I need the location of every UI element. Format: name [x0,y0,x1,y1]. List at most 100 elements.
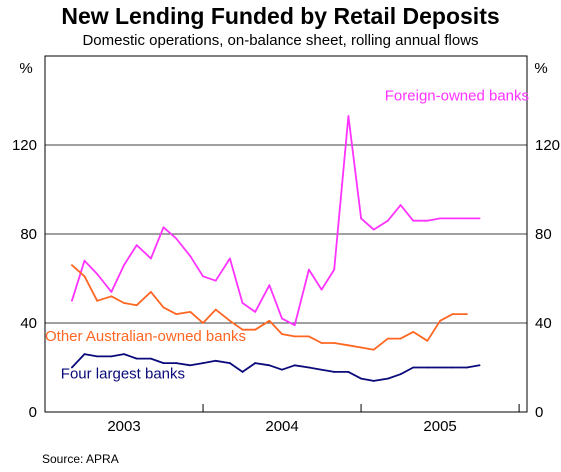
data-point [214,279,217,282]
data-point [439,217,441,220]
data-point [241,328,244,331]
data-point [347,344,350,347]
data-point [149,290,152,293]
data-point [83,259,86,262]
data-point [83,275,86,278]
data-point [70,299,73,302]
data-point [123,353,125,356]
data-point [123,302,125,304]
data-point [478,217,481,220]
data-point [399,204,402,206]
data-point [372,228,375,231]
data-point [268,319,271,322]
gridlines [45,144,527,324]
series-line [71,115,480,327]
data-point [439,366,441,369]
data-point [214,308,217,311]
data-point [387,337,389,340]
data-point [202,275,204,278]
data-point [254,310,257,313]
data-point [175,362,178,364]
data-point [189,255,192,258]
data-point [83,353,86,356]
data-point [360,217,362,220]
data-point [175,237,178,240]
data-point [372,379,375,382]
data-point [360,377,362,380]
data-point [451,366,454,369]
data-point [426,366,429,369]
y-tick-label-left: 0 [29,404,37,421]
axis-labels: 0 0 40 40 80 80 120 120 2003 2004 2005 [12,137,560,435]
data-point [110,295,113,298]
data-point [96,273,99,275]
y-tick-label-left: 80 [20,226,37,243]
data-point [412,219,415,222]
series-label: Other Australian-owned banks [45,328,246,345]
data-point [466,366,468,369]
data-point [202,322,204,324]
series-label: Foreign-owned banks [385,88,529,105]
data-point [439,319,441,322]
data-point [360,346,362,349]
data-point [387,377,389,380]
data-point [228,362,231,364]
y-axis-unit-left: % [19,60,32,77]
data-point [189,364,192,367]
data-point [466,217,468,220]
data-point [281,368,283,371]
data-point [162,306,165,309]
data-point [228,257,231,260]
y-tick-label-left: 40 [20,315,37,332]
data-point [202,362,204,364]
x-tick-label: 2005 [423,418,456,435]
y-tick-label-left: 120 [12,137,37,154]
data-point [333,371,336,373]
data-point [70,264,73,267]
data-point [110,290,113,293]
data-point [149,357,152,360]
data-point [241,302,244,304]
plot-frame [44,55,528,413]
data-point [135,244,138,247]
data-point [308,335,310,338]
data-point [308,268,310,271]
data-point [254,362,257,364]
data-point [478,364,481,367]
data-point [293,364,296,367]
data-point [320,368,323,371]
data-point [96,355,99,358]
series-lines [70,115,481,382]
data-point [241,371,244,373]
tick-marks [44,404,520,412]
y-tick-label-right: 80 [535,226,552,243]
data-point [466,313,468,315]
data-point [387,219,389,222]
series-labels: Foreign-owned banks Other Australian-owne… [45,88,529,383]
data-point [254,328,257,331]
data-point [399,373,402,376]
y-tick-label-right: 40 [535,315,552,332]
data-point [426,219,429,222]
data-point [281,317,283,320]
data-point [189,310,192,313]
data-point [162,362,165,364]
data-point [96,299,99,302]
source-note: Source: APRA [42,452,119,466]
data-point [333,342,336,344]
data-point [399,337,402,340]
data-point [70,366,73,369]
chart-subtitle: Domestic operations, on-balance sheet, r… [82,32,479,49]
y-tick-label-right: 120 [535,137,560,154]
data-point [214,359,217,362]
data-point [293,324,296,327]
data-point [451,313,454,315]
data-point [110,355,113,358]
data-point [135,357,138,360]
data-point [162,226,165,229]
data-point [412,331,415,333]
data-point [175,313,178,315]
data-point [426,339,429,342]
data-point [412,366,415,369]
data-point [347,371,350,373]
